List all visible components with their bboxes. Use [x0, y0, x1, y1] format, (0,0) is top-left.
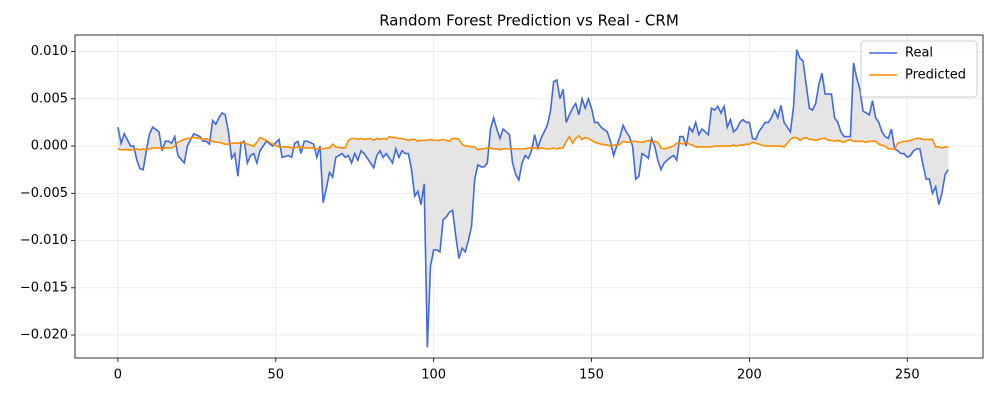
y-tick-label: 0.000	[31, 139, 68, 154]
fill-between	[117, 49, 949, 348]
series-line	[117, 134, 949, 151]
x-tick-label: 100	[421, 368, 446, 383]
legend-label: Predicted	[905, 68, 966, 83]
plot-frame	[74, 34, 984, 359]
y-tick-label: 0.005	[31, 91, 68, 106]
legend-label: Real	[905, 46, 933, 61]
legend-box	[860, 40, 978, 98]
x-tick-label: 150	[579, 368, 604, 383]
x-tick-label: 200	[737, 368, 762, 383]
x-tick-label: 0	[114, 368, 122, 383]
y-tick-label: −0.020	[20, 328, 68, 343]
chart-title: Random Forest Prediction vs Real - CRM	[379, 12, 679, 30]
y-tick-label: −0.015	[20, 280, 68, 295]
y-tick-label: −0.005	[20, 186, 68, 201]
x-tick-label: 250	[895, 368, 920, 383]
y-tick-label: 0.010	[31, 44, 68, 59]
series-line	[117, 49, 949, 348]
y-tick-label: −0.010	[20, 233, 68, 248]
grid	[75, 35, 983, 358]
x-tick-label: 50	[268, 368, 285, 383]
